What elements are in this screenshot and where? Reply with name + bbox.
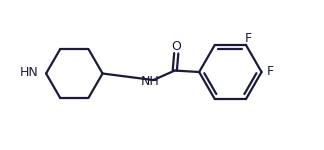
Text: F: F <box>245 32 252 45</box>
Text: F: F <box>266 65 273 78</box>
Text: NH: NH <box>140 75 159 88</box>
Text: O: O <box>171 40 181 53</box>
Text: HN: HN <box>20 66 39 79</box>
